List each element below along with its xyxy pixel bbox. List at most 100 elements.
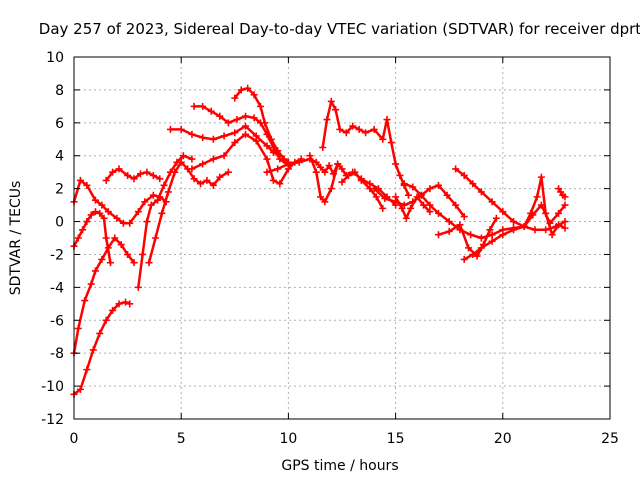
y-tick-label: -6 xyxy=(50,313,64,329)
data-point xyxy=(419,201,427,209)
data-point xyxy=(149,191,157,199)
data-point xyxy=(104,244,112,252)
data-point xyxy=(527,209,535,217)
data-point xyxy=(312,158,320,166)
data-point xyxy=(336,125,344,133)
data-point xyxy=(520,222,528,230)
data-point xyxy=(452,165,460,173)
data-point xyxy=(426,185,434,193)
data-point xyxy=(177,125,185,133)
x-tick-label: 0 xyxy=(70,431,79,447)
data-point xyxy=(555,221,563,229)
data-point xyxy=(171,168,179,176)
data-point xyxy=(276,180,284,188)
data-point xyxy=(531,226,539,234)
data-point xyxy=(351,168,359,176)
data-point xyxy=(555,209,563,217)
data-point xyxy=(413,193,421,201)
data-point xyxy=(561,193,569,201)
data-point xyxy=(392,193,400,201)
y-axis-label: SDTVAR / TECUs xyxy=(8,181,24,296)
data-point xyxy=(224,119,232,127)
data-point xyxy=(402,214,410,222)
data-point xyxy=(477,188,485,196)
data-point xyxy=(409,183,417,191)
x-tick-label: 25 xyxy=(601,431,619,447)
x-tick-label: 20 xyxy=(494,431,512,447)
data-point xyxy=(469,180,477,188)
data-point xyxy=(317,193,325,201)
series-line-track-21 xyxy=(462,203,567,261)
series-line-track-2 xyxy=(72,210,112,264)
data-point xyxy=(126,219,134,227)
x-tick-label: 10 xyxy=(279,431,297,447)
data-point xyxy=(312,168,320,176)
data-point xyxy=(231,94,239,102)
data-point xyxy=(499,231,507,239)
data-point xyxy=(263,155,271,163)
series-line-track-9 xyxy=(192,105,290,167)
data-point xyxy=(188,130,196,138)
series-track-4 xyxy=(70,298,134,398)
data-point xyxy=(136,170,144,178)
data-point xyxy=(199,160,207,168)
data-point xyxy=(79,226,87,234)
data-point xyxy=(96,209,104,217)
data-point xyxy=(370,125,378,133)
data-point xyxy=(349,122,357,130)
data-point xyxy=(542,209,550,217)
data-point xyxy=(124,171,132,179)
series-track-6 xyxy=(134,152,196,291)
data-point xyxy=(130,175,138,183)
y-tick-label: 6 xyxy=(55,116,64,132)
series-line-track-22 xyxy=(522,175,567,236)
data-point xyxy=(177,158,185,166)
data-point xyxy=(242,122,250,130)
data-point xyxy=(464,244,472,252)
data-point xyxy=(158,209,166,217)
y-tick-label: 8 xyxy=(55,83,64,99)
series-track-9 xyxy=(190,102,292,170)
data-point xyxy=(179,152,187,160)
data-point xyxy=(398,204,406,212)
data-point xyxy=(109,306,117,314)
data-point xyxy=(537,173,545,181)
data-point xyxy=(250,91,258,99)
series-line-track-19 xyxy=(437,217,498,258)
data-point xyxy=(151,234,159,242)
data-point xyxy=(124,250,132,258)
series-line-track-8 xyxy=(169,124,282,157)
data-point xyxy=(119,219,127,227)
data-point xyxy=(156,175,164,183)
data-point xyxy=(533,193,541,201)
data-point xyxy=(548,231,556,239)
data-point xyxy=(130,259,138,267)
data-point xyxy=(460,171,468,179)
series-line-track-13 xyxy=(308,154,339,204)
data-point xyxy=(74,234,82,242)
data-point xyxy=(319,144,327,151)
data-point xyxy=(252,137,260,145)
series-line-track-10 xyxy=(233,87,290,164)
data-point xyxy=(199,134,207,142)
data-point xyxy=(233,116,241,124)
data-point xyxy=(89,346,97,354)
data-point xyxy=(263,142,271,150)
data-point xyxy=(357,176,365,184)
axis-ticks xyxy=(73,56,611,420)
data-point xyxy=(488,198,496,206)
series-line-track-4 xyxy=(72,300,131,396)
data-point xyxy=(355,125,363,133)
series-track-2 xyxy=(70,208,114,267)
data-point xyxy=(207,107,215,115)
data-point xyxy=(561,201,569,209)
data-point xyxy=(203,176,211,184)
data-point xyxy=(91,267,99,275)
data-point xyxy=(332,106,340,114)
data-point xyxy=(115,300,123,308)
data-point xyxy=(338,178,346,186)
data-point xyxy=(91,208,99,216)
data-point xyxy=(231,129,239,137)
data-point xyxy=(306,152,314,160)
series-line-track-1 xyxy=(72,179,168,225)
